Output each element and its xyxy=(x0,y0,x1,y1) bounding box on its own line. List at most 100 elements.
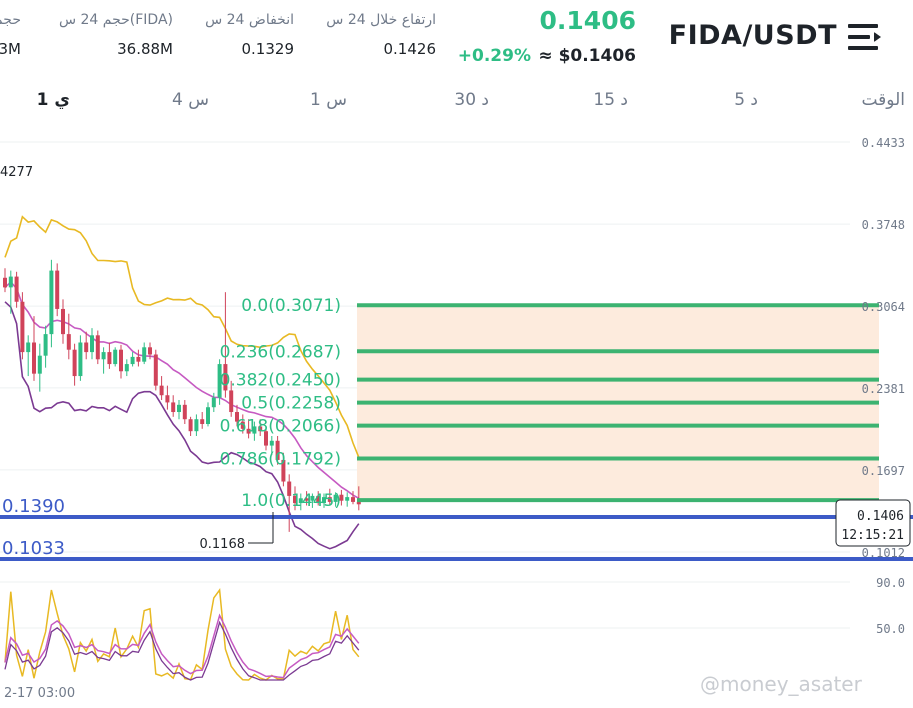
candle-body xyxy=(287,481,292,496)
fib-level-label: 0.382(0.2450) xyxy=(220,371,341,391)
high-price-label: 4277 xyxy=(0,165,33,180)
candle-body xyxy=(101,352,106,360)
candle-body xyxy=(165,395,170,403)
stat-label: حجم xyxy=(0,12,21,28)
candle-body xyxy=(124,364,129,372)
candle-body xyxy=(43,334,48,356)
candle-body xyxy=(252,426,257,434)
candle-body xyxy=(72,349,77,377)
candle-body xyxy=(223,364,228,391)
candle-body xyxy=(8,276,13,288)
candle-body xyxy=(211,397,216,408)
tab-4h[interactable]: 4 س xyxy=(172,90,209,110)
candle-body xyxy=(188,419,193,432)
candle-body xyxy=(95,335,100,360)
candle-body xyxy=(20,301,25,353)
candle-body xyxy=(32,342,36,374)
candle-body xyxy=(327,497,332,502)
candle-body xyxy=(194,419,199,432)
candle-body xyxy=(200,419,205,425)
candle-body xyxy=(316,495,321,504)
current-price-tag xyxy=(835,499,911,547)
candle-body xyxy=(119,349,123,372)
candle-body xyxy=(339,494,344,501)
usd-price: ≈ $0.1406 xyxy=(538,46,636,66)
candle-body xyxy=(264,431,268,446)
fib-level-label: 0.0(0.3071) xyxy=(241,296,341,316)
fib-level-label: 0.236(0.2687) xyxy=(220,342,341,362)
candle-body xyxy=(113,349,118,365)
candle-body xyxy=(356,501,361,505)
horizontal-level-label: 0.1033 xyxy=(2,538,65,559)
candle-body xyxy=(153,354,158,386)
ticker-header: FIDA/USDT 0.1406 ≈ $0.1406 +0.29% ارتفاع… xyxy=(0,0,913,80)
boll-lower-line xyxy=(4,301,360,550)
candlestick-chart[interactable]: 0.0(0.3071) 0.236(0.2687) 0.382(0.2450) 0.5… xyxy=(0,120,913,708)
candle-body xyxy=(246,428,251,434)
price-axis-tick: 0.3064 xyxy=(862,300,905,314)
timeframe-tabs: الوقت 5 د 15 د 30 د 1 س 4 س 1 ي xyxy=(0,88,913,120)
price-axis-tick: 0.1697 xyxy=(862,464,905,478)
fib-level-label: 1.0(0.1445) xyxy=(241,491,341,511)
candle-body xyxy=(130,356,135,365)
stat-24h-volume-quote: حجم 3M xyxy=(0,12,21,58)
stat-value: 3M xyxy=(0,40,21,58)
candle-body xyxy=(177,404,181,413)
stat-24h-high: ارتفاع خلال 24 س 0.1426 xyxy=(326,12,436,58)
candle-body xyxy=(14,276,19,302)
indicator-k-line xyxy=(4,587,360,681)
stat-label: ارتفاع خلال 24 س xyxy=(326,12,436,28)
candle-body xyxy=(281,459,286,482)
price-axis-tick: 0.3748 xyxy=(862,218,905,232)
candle-body xyxy=(322,497,326,504)
fib-level-label: 0.618(0.2066) xyxy=(220,417,341,437)
tab-1d[interactable]: 1 ي xyxy=(36,90,70,110)
candle-body xyxy=(275,440,280,460)
candle-body xyxy=(148,347,152,355)
stat-24h-volume-base: حجم 24 س(FIDA) 36.88M xyxy=(59,12,173,58)
indicator-d-line xyxy=(4,613,360,679)
tab-1h[interactable]: 1 س xyxy=(310,90,347,110)
price-axis-tick: 0.2381 xyxy=(862,382,905,396)
tab-30m[interactable]: 30 د xyxy=(454,90,489,110)
pair-name[interactable]: FIDA/USDT xyxy=(668,20,837,51)
low-price-label: 0.1168 xyxy=(200,537,246,552)
candle-body xyxy=(298,498,303,504)
indicator-axis-tick: 90.0 xyxy=(876,576,905,590)
tab-15m[interactable]: 15 د xyxy=(593,90,628,110)
candle-body xyxy=(258,426,263,432)
candle-body xyxy=(26,342,31,353)
tab-5m[interactable]: 5 د xyxy=(734,90,758,110)
candle-body xyxy=(37,355,42,374)
candle-body xyxy=(206,407,210,425)
last-price: 0.1406 xyxy=(539,6,636,35)
stat-label: انخفاض 24 س xyxy=(205,12,294,28)
candle-body xyxy=(310,495,315,501)
menu-icon[interactable] xyxy=(848,22,882,52)
indicator-j-line xyxy=(4,620,360,681)
watermark-text: @money_asater xyxy=(700,672,862,696)
time-axis-label: 2-17 03:00 xyxy=(4,686,75,701)
boll-upper-line xyxy=(4,215,360,458)
stat-label: حجم 24 س(FIDA) xyxy=(58,12,173,28)
stat-value: 0.1426 xyxy=(383,40,437,58)
timeframe-time-label[interactable]: الوقت xyxy=(861,90,905,110)
candle-body xyxy=(304,498,309,501)
candle-body xyxy=(84,342,89,353)
fib-level-label: 0.5(0.2258) xyxy=(241,394,341,414)
candle-body xyxy=(333,494,338,502)
price-axis-tick: 0.1012 xyxy=(862,546,905,560)
stat-value: 36.88M xyxy=(117,40,173,58)
candle-body xyxy=(78,342,83,377)
candle-body xyxy=(3,277,7,288)
candle-body xyxy=(61,308,65,335)
horizontal-level-label: 0.1390 xyxy=(2,496,65,517)
stat-24h-low: انخفاض 24 س 0.1329 xyxy=(205,12,294,58)
candle-body xyxy=(159,385,164,396)
candle-body xyxy=(345,497,350,501)
candle-body xyxy=(136,356,141,362)
price-axis-tick: 0.4433 xyxy=(862,136,905,150)
current-price-value: 0.1406 xyxy=(857,509,904,524)
candle-body xyxy=(90,335,94,353)
candle-body xyxy=(235,412,239,422)
